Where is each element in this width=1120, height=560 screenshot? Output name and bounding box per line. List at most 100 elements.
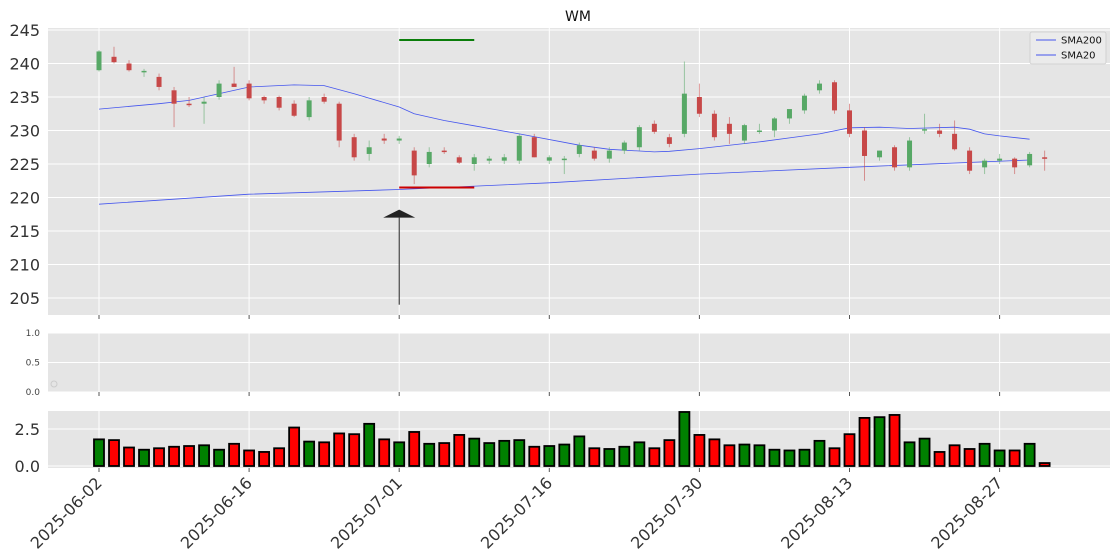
x-tick-label: 2025-06-16	[177, 473, 256, 552]
volume-bar	[138, 448, 150, 467]
volume-bar	[558, 443, 571, 467]
candle-body	[411, 150, 417, 176]
candle-body	[1027, 153, 1033, 166]
candle-body	[892, 147, 898, 168]
volume-bar	[213, 448, 225, 467]
x-tick-label: 2025-07-30	[627, 473, 706, 552]
volume-bar	[693, 434, 706, 467]
volume-bar	[858, 416, 871, 467]
volume-y-axis: 0.0 2.5	[15, 420, 40, 476]
empty-panel-tick-label: 1.0	[26, 329, 41, 339]
candle-body	[576, 145, 582, 154]
candle-body	[666, 137, 672, 144]
volume-bar	[108, 439, 120, 467]
volume-bar	[753, 444, 766, 467]
volume-bar	[648, 447, 661, 467]
candle-body	[756, 130, 762, 132]
annotations	[383, 39, 475, 305]
volume-bar	[498, 439, 511, 467]
x-tick-label: 2025-06-02	[27, 473, 106, 552]
empty-panel-y-axis: 0.0 0.5 1.0	[26, 329, 41, 398]
candle-body	[501, 157, 507, 161]
candle-body	[681, 93, 687, 134]
candle-body	[381, 138, 387, 141]
candle-body	[366, 147, 372, 154]
arrow-head	[383, 209, 416, 218]
empty-panel-tick-label: 0.0	[26, 388, 41, 398]
volume-bar	[873, 416, 886, 467]
candle-body	[621, 142, 627, 151]
candle-body	[786, 109, 792, 119]
volume-bar	[963, 448, 976, 467]
sma200-line	[98, 159, 1030, 205]
volume-bar	[528, 445, 541, 467]
legend-label-sma200: SMA200	[1061, 36, 1102, 47]
volume-tick-label: 0.0	[15, 457, 40, 476]
empty-panel-tick-label: 0.5	[26, 359, 40, 369]
candle-body	[726, 123, 732, 134]
x-tick-label: 2025-08-27	[927, 473, 1006, 552]
volume-bar	[183, 445, 195, 467]
legend-label-sma20: SMA20	[1061, 51, 1096, 62]
candle-body	[351, 137, 357, 158]
candle-body	[816, 83, 822, 91]
price-tick-label: 205	[9, 289, 40, 308]
x-tick-label: 2025-07-01	[327, 473, 406, 552]
volume-bar	[768, 448, 781, 467]
candle-body	[606, 150, 612, 159]
volume-bar	[948, 444, 961, 467]
price-tick-label: 230	[9, 122, 40, 141]
volume-bar	[393, 441, 406, 467]
volume-bar	[438, 442, 451, 467]
volume-bar	[123, 446, 135, 467]
volume-bar	[663, 439, 676, 467]
candle-body	[531, 137, 537, 158]
volume-bar	[543, 445, 556, 467]
volume-tick-label: 2.5	[15, 420, 40, 439]
candlesticks	[96, 46, 1048, 185]
price-gridlines	[48, 28, 1110, 315]
candle-body	[907, 140, 913, 168]
x-tick-label: 2025-07-16	[477, 473, 556, 552]
volume-bar	[363, 422, 376, 467]
candle-body	[516, 135, 522, 161]
sma20-line	[98, 84, 1030, 153]
volume-bar	[93, 438, 105, 467]
price-tick-label: 215	[9, 222, 40, 241]
candle-body	[862, 130, 868, 156]
candle-body	[922, 129, 928, 131]
price-tick-label: 240	[9, 55, 40, 74]
candle-body	[306, 100, 312, 118]
volume-bar	[378, 438, 391, 467]
candle-body	[636, 127, 642, 148]
volume-bar	[168, 445, 180, 467]
volume-bar	[408, 431, 421, 467]
candle-body	[336, 103, 342, 141]
volume-bar	[573, 435, 586, 467]
price-tick-label: 225	[9, 155, 40, 174]
volume-bar	[423, 442, 436, 467]
candle-body	[937, 130, 943, 134]
volume-bar	[273, 447, 286, 467]
candle-body	[186, 103, 192, 106]
candle-body	[847, 110, 852, 134]
candle-body	[96, 51, 102, 71]
candle-body	[471, 157, 477, 164]
volume-bar	[318, 441, 331, 467]
price-panel	[48, 28, 1110, 315]
candle-body	[126, 63, 132, 71]
candle-body	[877, 150, 883, 158]
volume-bar	[738, 443, 751, 467]
candle-body	[967, 150, 973, 171]
volume-bar	[468, 437, 481, 467]
sma-lines	[98, 84, 1030, 205]
volume-bar	[228, 442, 240, 467]
volume-bar	[513, 439, 526, 467]
volume-bar	[633, 441, 646, 467]
volume-bar	[783, 449, 796, 467]
candle-body	[426, 151, 432, 164]
candle-body	[141, 70, 147, 73]
candle-body	[561, 158, 567, 161]
volume-bar	[888, 414, 901, 467]
candle-body	[111, 56, 117, 63]
